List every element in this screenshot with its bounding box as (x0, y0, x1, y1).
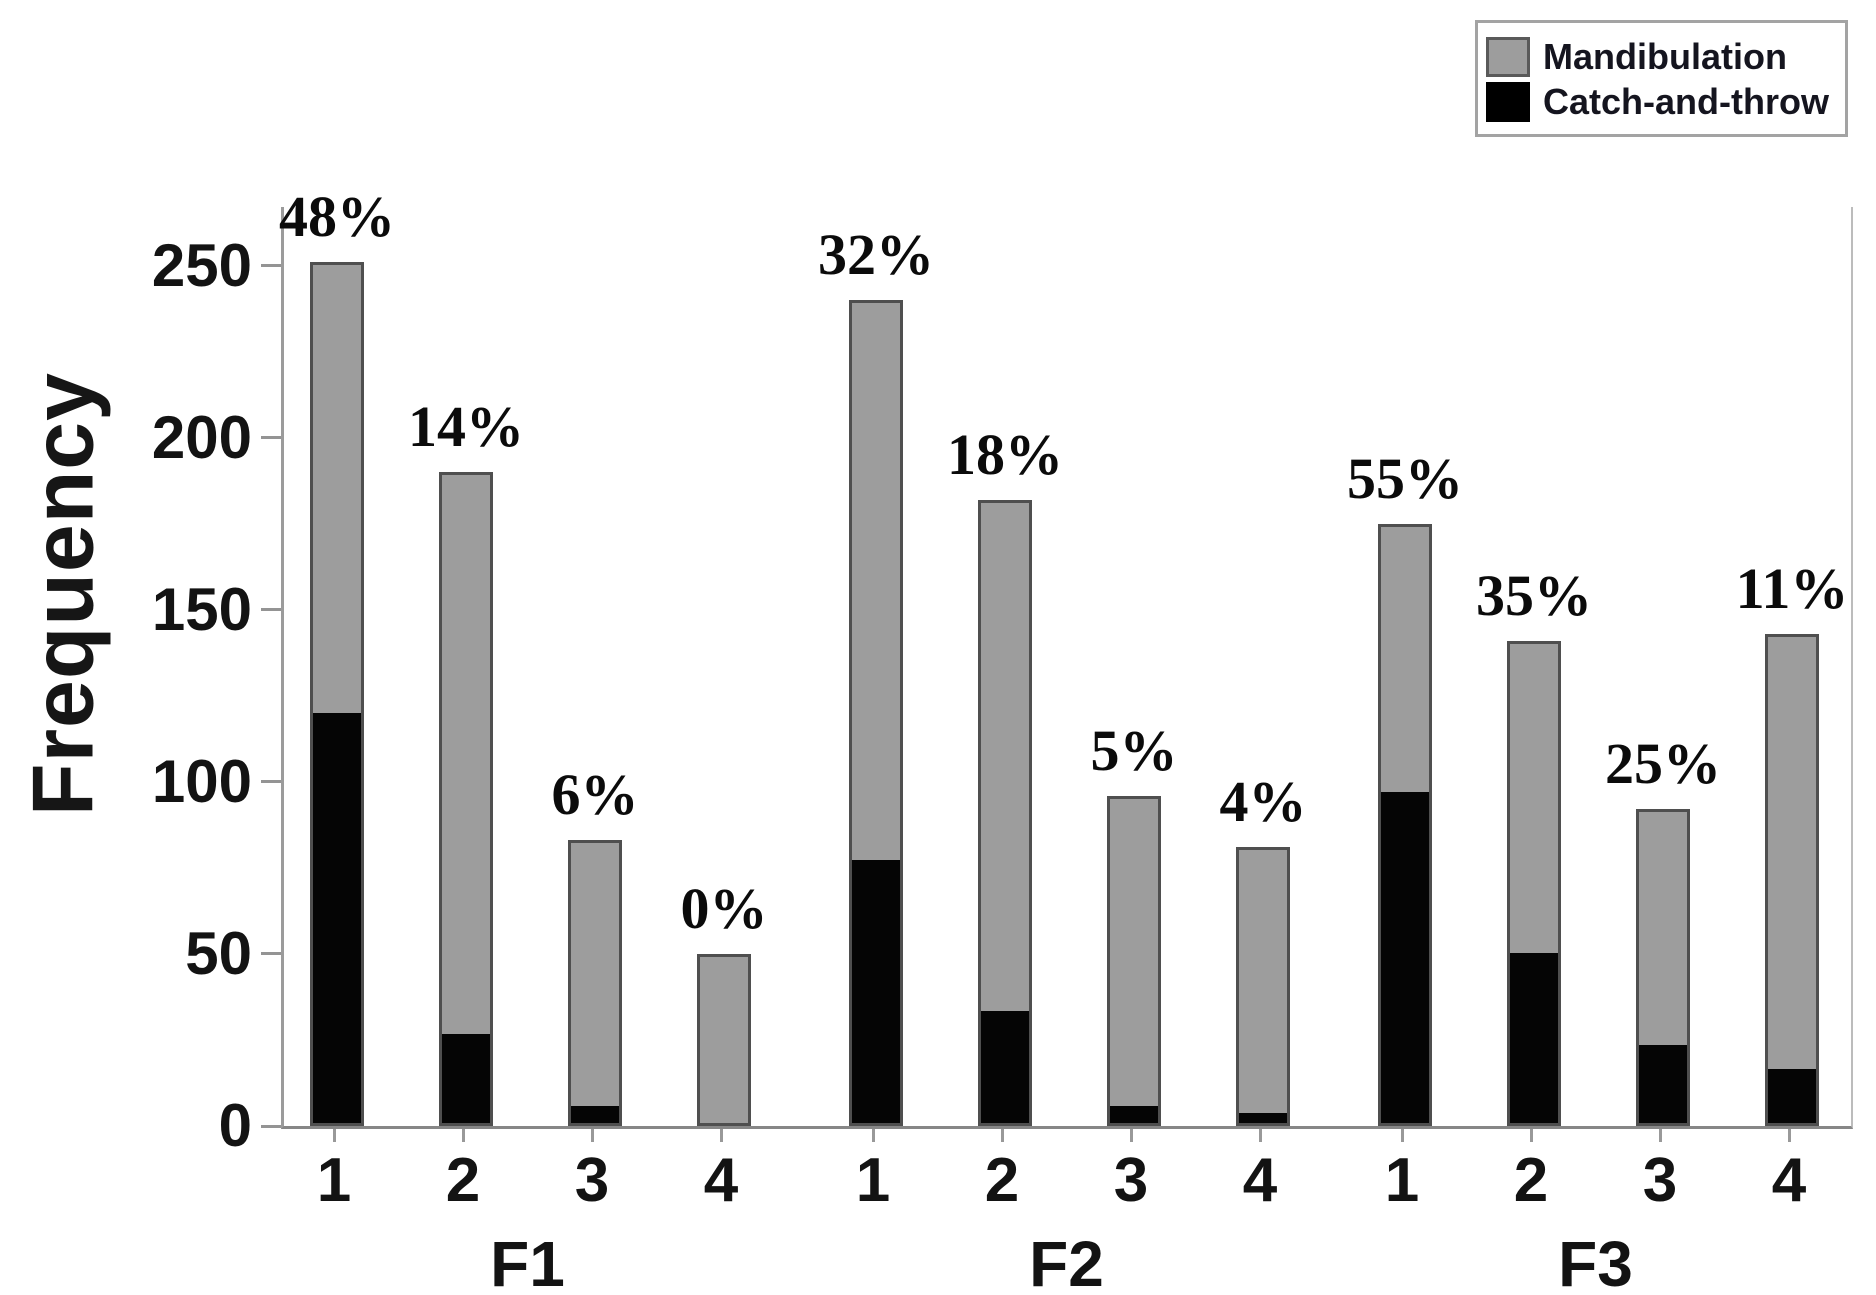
x-tick-label: 4 (1771, 1146, 1807, 1215)
percent-label: 0% (680, 875, 768, 941)
stacked-bar (1765, 633, 1819, 1126)
x-tick-mark (1529, 1129, 1533, 1142)
x-tick-mark (719, 1129, 723, 1142)
stacked-bar (439, 472, 493, 1126)
x-tick-label: 3 (1113, 1146, 1149, 1215)
x-tick-label: 3 (1642, 1146, 1678, 1215)
x-tick-label: 1 (316, 1146, 352, 1215)
percent-label: 25% (1605, 731, 1721, 797)
y-tick-label: 200 (151, 403, 252, 471)
percent-label: 55% (1347, 445, 1463, 511)
x-tick-label: 1 (1384, 1146, 1420, 1215)
stacked-bar (1378, 523, 1432, 1126)
percent-label: 18% (947, 421, 1063, 487)
stacked-bar (1107, 795, 1161, 1126)
x-tick-mark (1258, 1129, 1262, 1142)
percent-label: 6% (551, 762, 639, 828)
x-tick-label: 1 (855, 1146, 891, 1215)
y-tick-mark (261, 952, 281, 956)
y-tick-label: 0 (218, 1092, 252, 1159)
percent-label: 11% (1735, 555, 1849, 621)
y-tick-label: 50 (185, 919, 252, 987)
bar-segment-catch-and-throw (1639, 1045, 1687, 1123)
y-tick-label: 250 (151, 231, 252, 299)
percent-label: 4% (1219, 769, 1307, 835)
stacked-bar (697, 953, 751, 1126)
bar-segment-catch-and-throw (1381, 792, 1429, 1123)
bar-segment-catch-and-throw (571, 1106, 619, 1123)
x-tick-mark (590, 1129, 594, 1142)
x-tick-mark (1400, 1129, 1404, 1142)
bar-segment-catch-and-throw (442, 1034, 490, 1123)
x-tick-label: 3 (574, 1146, 610, 1215)
legend-label: Catch-and-throw (1543, 81, 1829, 122)
bar-segment-catch-and-throw (1510, 953, 1558, 1123)
stacked-bar (1507, 640, 1561, 1126)
catch-and-throw-swatch-icon (1486, 82, 1530, 122)
percent-label: 5% (1090, 717, 1178, 783)
bar-segment-catch-and-throw (313, 712, 361, 1123)
y-tick-mark (261, 780, 281, 784)
mandibulation-swatch-icon (1486, 37, 1530, 77)
percent-label: 48% (279, 184, 395, 250)
bar-segment-catch-and-throw (1110, 1106, 1158, 1123)
x-tick-mark (1000, 1129, 1004, 1142)
y-tick-label: 150 (151, 575, 252, 643)
x-tick-label: 2 (1513, 1146, 1549, 1215)
stacked-bar (1236, 847, 1290, 1126)
percent-label: 14% (408, 394, 524, 460)
legend-item-mandibulation: Mandibulation (1486, 35, 1835, 79)
stacked-bar (978, 499, 1032, 1126)
x-tick-label: 4 (703, 1146, 739, 1215)
plot-area: 48% 14% 6% 0% 32% 18% 5% 4% 55% 35% 25% 11% (279, 188, 1853, 1129)
x-tick-label: 2 (984, 1146, 1020, 1215)
group-label: F2 (1029, 1228, 1104, 1295)
y-tick-mark (261, 436, 281, 440)
percent-label: 35% (1476, 562, 1592, 628)
legend-label: Mandibulation (1543, 36, 1787, 77)
y-tick-mark (261, 264, 281, 267)
stacked-bar (310, 262, 364, 1126)
x-tick-label: 4 (1242, 1146, 1278, 1215)
group-label: F3 (1558, 1228, 1633, 1295)
stacked-bar (849, 299, 903, 1126)
legend-item-catch-and-throw: Catch-and-throw (1486, 80, 1835, 124)
x-tick-mark (332, 1129, 336, 1142)
bar-segment-catch-and-throw (1768, 1068, 1816, 1123)
bar-segment-catch-and-throw (852, 859, 900, 1123)
x-tick-mark (1658, 1129, 1662, 1142)
percent-label: 32% (818, 221, 934, 287)
y-tick-mark (261, 608, 281, 612)
y-tick-mark (261, 1124, 281, 1128)
x-tick-label: 2 (445, 1146, 481, 1215)
x-tick-mark (871, 1129, 875, 1142)
x-tick-mark (1787, 1129, 1791, 1142)
y-tick-label: 100 (151, 747, 252, 815)
bar-segment-catch-and-throw (1239, 1112, 1287, 1123)
stacked-bar (1636, 809, 1690, 1126)
group-label: F1 (490, 1228, 565, 1295)
bar-segment-catch-and-throw (981, 1010, 1029, 1123)
x-tick-mark (461, 1129, 465, 1142)
x-tick-mark (1129, 1129, 1133, 1142)
stacked-bar (568, 840, 622, 1126)
legend: Mandibulation Catch-and-throw (1475, 20, 1848, 137)
